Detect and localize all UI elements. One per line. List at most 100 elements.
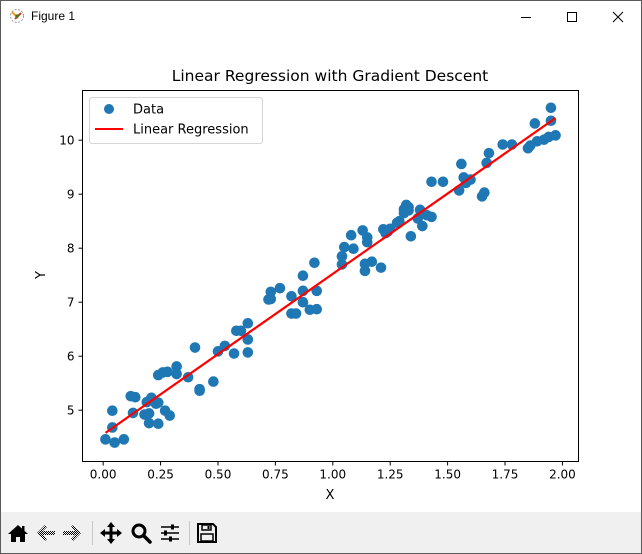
x-axis-ticks: 0.00 0.25 0.50 0.75 1.00 1.25 1.50 1.75 2.00 [90, 461, 576, 482]
data-point [152, 397, 164, 408]
data-point [309, 257, 320, 269]
y-axis-label: Y [34, 271, 49, 280]
figure-canvas[interactable]: Linear Regression with Gradient Descent … [1, 32, 641, 512]
floppy-disk-icon [197, 523, 217, 543]
data-point [118, 434, 130, 445]
data-point [529, 118, 541, 129]
data-point [171, 368, 182, 380]
title-bar[interactable]: Figure 1 [1, 1, 641, 32]
legend[interactable]: Data Linear Regression [89, 97, 263, 144]
data-point [545, 102, 557, 114]
legend-regression-label: Linear Regression [133, 123, 249, 138]
data-point [348, 243, 359, 255]
close-icon [612, 11, 624, 22]
data-point [242, 334, 254, 345]
maximize-button[interactable] [549, 1, 595, 32]
magnifier-icon [131, 523, 152, 544]
y-tick-label: 7 [67, 296, 75, 310]
data-point [497, 139, 509, 150]
data-point [394, 215, 405, 227]
y-tick-label: 6 [67, 350, 75, 364]
data-point [437, 176, 449, 188]
data-point [417, 220, 428, 232]
data-point [182, 371, 194, 383]
data-point [361, 232, 373, 243]
window-title: Figure 1 [31, 9, 76, 23]
x-axis-label: X [326, 488, 335, 503]
x-tick-label: 1.75 [492, 468, 519, 482]
data-point [426, 211, 437, 223]
x-tick-label: 0.25 [147, 468, 174, 482]
save-button[interactable] [194, 520, 220, 546]
x-tick-label: 0.50 [205, 468, 232, 482]
data-point [208, 376, 219, 387]
legend-data-marker-icon [104, 104, 114, 114]
data-point [100, 434, 111, 445]
data-point [479, 187, 490, 198]
y-tick-label: 9 [67, 188, 75, 202]
plot-area[interactable] [100, 102, 561, 448]
data-point [152, 418, 164, 429]
arrow-left-icon [37, 525, 55, 541]
y-tick-label: 5 [67, 404, 75, 418]
data-point [297, 296, 309, 308]
y-tick-label: 8 [67, 242, 75, 256]
data-point [297, 270, 309, 282]
data-point [265, 286, 277, 298]
data-point [336, 250, 348, 262]
data-point [162, 366, 173, 378]
data-point [235, 325, 247, 337]
data-point [286, 290, 297, 302]
data-point [403, 201, 414, 213]
x-tick-label: 1.00 [319, 468, 346, 482]
data-point [228, 348, 240, 359]
chart-svg[interactable]: Linear Regression with Gradient Descent … [1, 32, 641, 512]
data-point [483, 147, 495, 159]
toolbar-separator [92, 521, 93, 545]
minimize-button[interactable] [503, 1, 549, 32]
back-button[interactable] [33, 520, 59, 546]
y-axis-ticks: 5 6 7 8 9 10 [59, 134, 83, 418]
x-tick-label: 1.25 [377, 468, 404, 482]
axes-frame [82, 90, 579, 462]
toolbar-separator [189, 521, 190, 545]
data-point [338, 241, 350, 253]
data-point [375, 262, 387, 273]
data-point [171, 361, 182, 372]
data-point [456, 158, 467, 170]
pan-button[interactable] [98, 520, 124, 546]
data-point [242, 317, 254, 329]
regression-line [104, 117, 557, 434]
home-button[interactable] [5, 520, 31, 546]
matplotlib-app-icon [10, 9, 24, 23]
data-point [336, 259, 348, 270]
data-point [109, 437, 120, 448]
y-tick-label: 10 [59, 134, 74, 148]
x-tick-label: 0.75 [262, 468, 289, 482]
data-point [143, 417, 155, 429]
data-point [107, 405, 118, 417]
data-point [366, 256, 378, 267]
chart-title: Linear Regression with Gradient Descent [172, 67, 489, 85]
x-tick-label: 2.00 [549, 468, 576, 482]
configure-subplots-button[interactable] [157, 520, 183, 546]
maximize-icon [567, 11, 577, 22]
data-point [345, 229, 357, 241]
x-tick-label: 1.50 [434, 468, 461, 482]
data-point [143, 408, 155, 419]
data-point [130, 391, 141, 403]
data-point [405, 231, 417, 242]
data-point [242, 347, 254, 358]
data-point [550, 130, 561, 141]
close-button[interactable] [595, 1, 641, 32]
arrow-right-icon [63, 525, 81, 541]
data-point [426, 176, 437, 188]
data-point [194, 385, 205, 397]
forward-button[interactable] [59, 520, 85, 546]
data-point [274, 282, 286, 294]
minimize-icon [521, 16, 531, 18]
data-point [311, 303, 323, 315]
move-icon [100, 522, 122, 544]
zoom-button[interactable] [128, 520, 154, 546]
